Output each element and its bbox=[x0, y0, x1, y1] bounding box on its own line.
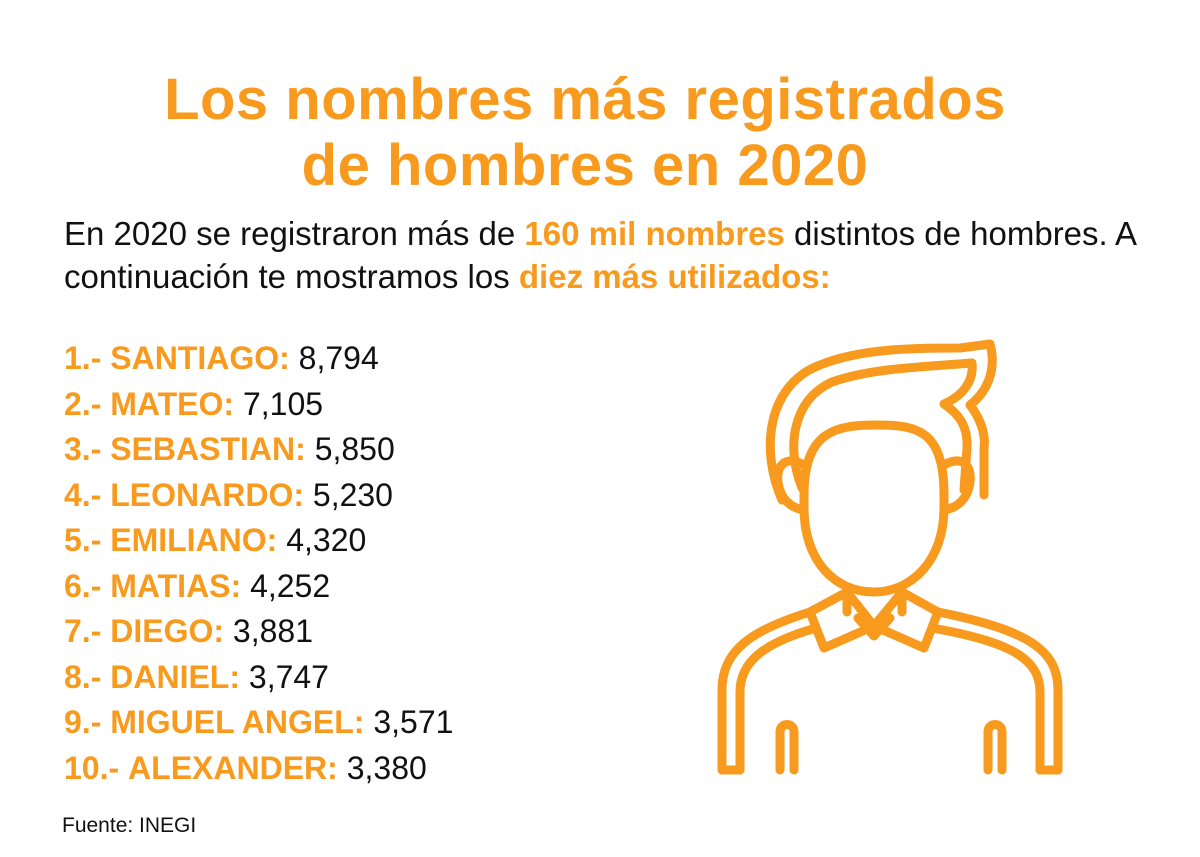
count: 3,380 bbox=[346, 749, 427, 786]
intro-highlight-top-ten: diez más utilizados: bbox=[518, 258, 831, 295]
list-item: 7.- DIEGO: 3,881 bbox=[64, 609, 453, 655]
title-line-2: de hombres en 2020 bbox=[301, 132, 869, 198]
rank: 1.- bbox=[64, 340, 102, 376]
rank: 6.- bbox=[64, 567, 102, 604]
count: 4,320 bbox=[286, 522, 367, 558]
count: 3,747 bbox=[248, 658, 329, 695]
name: ALEXANDER: bbox=[128, 749, 338, 786]
list-item: 6.- MATIAS: 4,252 bbox=[64, 564, 453, 610]
count: 4,252 bbox=[250, 567, 331, 604]
source-note: Fuente: INEGI bbox=[62, 814, 197, 837]
title-line-1: Los nombres más registrados bbox=[164, 66, 1006, 132]
rank: 10.- bbox=[64, 749, 120, 786]
rank: 9.- bbox=[64, 704, 102, 740]
rank: 3.- bbox=[64, 431, 102, 467]
intro-text-2: distintos de hombres. A continuación te … bbox=[64, 215, 1136, 295]
man-avatar-icon bbox=[717, 339, 1063, 775]
count: 5,230 bbox=[312, 476, 393, 513]
list-item: 10.- ALEXANDER: 3,380 bbox=[64, 746, 453, 792]
list-item: 4.- LEONARDO: 5,230 bbox=[64, 473, 453, 519]
name: DANIEL: bbox=[110, 658, 240, 695]
list-item: 5.- EMILIANO: 4,320 bbox=[64, 518, 453, 564]
list-item: 3.- SEBASTIAN: 5,850 bbox=[64, 427, 453, 473]
count: 3,881 bbox=[232, 613, 313, 649]
intro-paragraph: En 2020 se registraron más de 160 mil no… bbox=[64, 212, 1164, 298]
page-title: Los nombres más registrados de hombres e… bbox=[0, 67, 1170, 199]
rank: 4.- bbox=[64, 476, 102, 513]
rank: 5.- bbox=[64, 522, 102, 558]
list-item: 9.- MIGUEL ANGEL: 3,571 bbox=[64, 700, 453, 746]
list-item: 8.- DANIEL: 3,747 bbox=[64, 655, 453, 701]
name: EMILIANO: bbox=[110, 522, 278, 558]
list-item: 1.- SANTIAGO: 8,794 bbox=[64, 336, 453, 382]
intro-highlight-count: 160 mil nombres bbox=[524, 215, 785, 252]
rank: 2.- bbox=[64, 385, 102, 422]
name: SEBASTIAN: bbox=[110, 431, 306, 467]
list-item: 2.- MATEO: 7,105 bbox=[64, 382, 453, 428]
name: MIGUEL ANGEL: bbox=[110, 704, 365, 740]
count: 3,571 bbox=[373, 704, 454, 740]
name: SANTIAGO: bbox=[110, 340, 290, 376]
name: LEONARDO: bbox=[110, 476, 304, 513]
names-list: 1.- SANTIAGO: 8,794 2.- MATEO: 7,105 3.-… bbox=[64, 336, 453, 791]
count: 7,105 bbox=[242, 385, 324, 422]
count: 8,794 bbox=[298, 340, 379, 376]
count: 5,850 bbox=[314, 431, 395, 467]
intro-text-1: En 2020 se registraron más de bbox=[64, 215, 525, 252]
rank: 7.- bbox=[64, 613, 102, 649]
name: DIEGO: bbox=[110, 613, 225, 649]
rank: 8.- bbox=[64, 658, 102, 695]
name: MATEO: bbox=[110, 385, 235, 422]
name: MATIAS: bbox=[110, 567, 242, 604]
